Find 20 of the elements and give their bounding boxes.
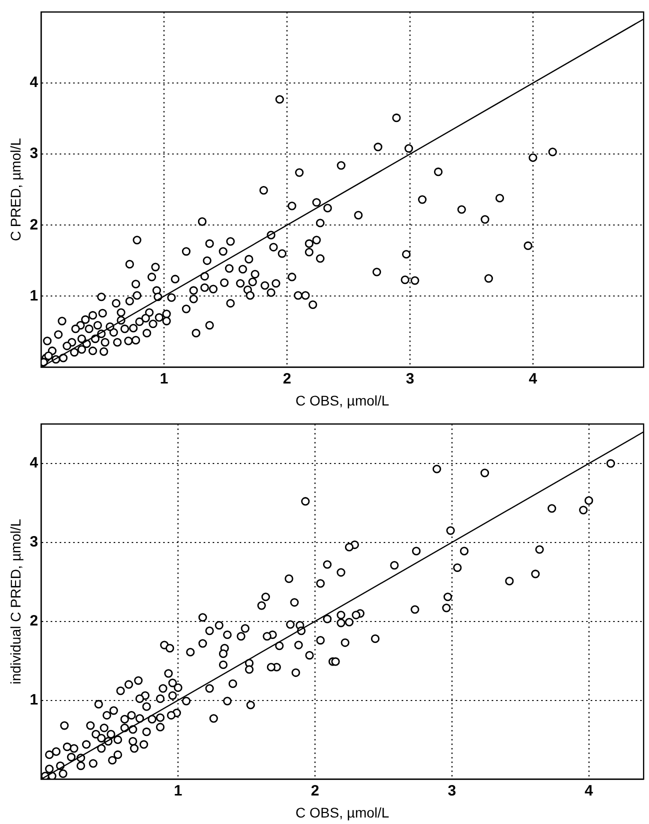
x-tick-label: 2: [310, 782, 320, 800]
x-axis-title: C OBS, µmol/L: [296, 804, 390, 820]
x-tick-label: 4: [584, 782, 594, 800]
x-tick-label: 1: [174, 782, 182, 800]
y-tick-label: 1: [30, 287, 38, 304]
x-tick-label: 3: [406, 370, 414, 388]
y-tick-label: 1: [30, 691, 38, 708]
y-tick-label: 3: [30, 145, 38, 162]
y-tick-label: 3: [30, 534, 38, 551]
y-tick-label: 2: [30, 216, 38, 234]
y-tick-label: 4: [30, 454, 39, 472]
y-tick-label: 4: [30, 74, 39, 92]
y-axis-title: C PRED, µmol/L: [7, 138, 24, 242]
x-tick-label: 1: [160, 370, 168, 388]
x-axis-title: C OBS, µmol/L: [296, 392, 390, 408]
x-tick-label: 2: [282, 370, 292, 388]
x-tick-label: 4: [528, 370, 538, 388]
y-axis-title: individual C PRED, µmol/L: [7, 518, 24, 684]
x-tick-label: 3: [448, 782, 456, 800]
y-tick-label: 2: [30, 612, 38, 630]
